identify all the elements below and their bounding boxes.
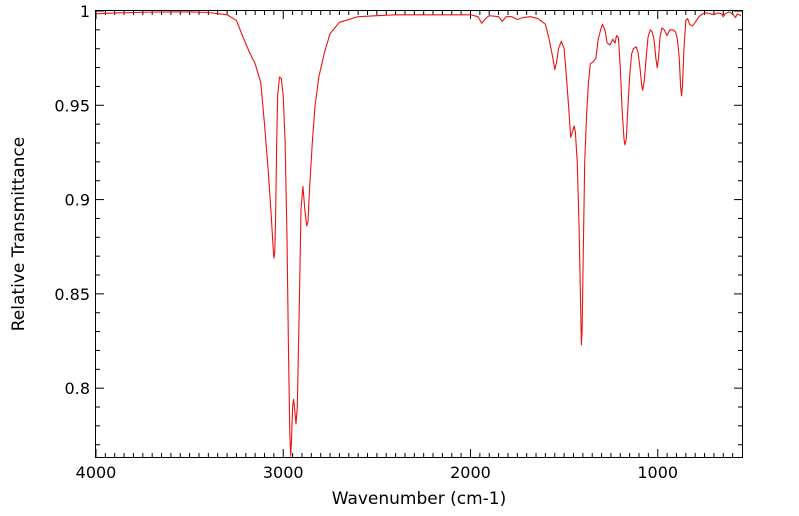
- y-tick-label: 0.8: [65, 379, 90, 398]
- y-tick-label: 0.9: [65, 191, 90, 210]
- plot-frame: [95, 10, 743, 458]
- x-axis-title: Wavenumber (cm-1): [332, 489, 507, 509]
- y-tick-label: 0.85: [54, 285, 90, 304]
- x-tick-label: 3000: [263, 463, 304, 482]
- x-tick-label: 1000: [637, 463, 678, 482]
- x-tick-labels: 4000 3000 2000 1000: [76, 463, 678, 482]
- y-tick-label: 1: [80, 2, 90, 21]
- x-tick-label: 2000: [450, 463, 491, 482]
- y-axis-title: Relative Transmittance: [9, 137, 29, 332]
- x-tick-label: 4000: [76, 463, 117, 482]
- y-tick-label: 0.95: [54, 96, 90, 115]
- minor-ticks: [96, 11, 742, 457]
- y-tick-labels: 1 0.95 0.9 0.85 0.8: [54, 2, 90, 398]
- spectrum-line: [95, 11, 742, 457]
